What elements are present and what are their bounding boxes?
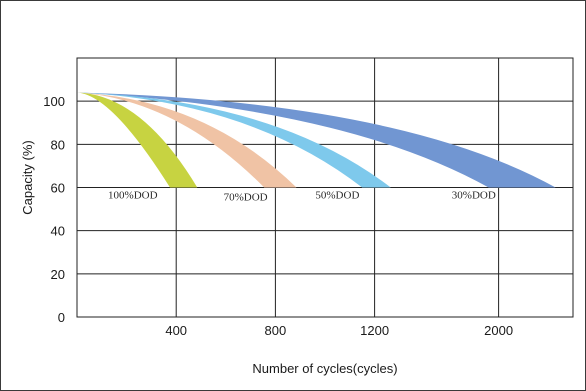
y-tick-label: 40 — [51, 224, 65, 239]
x-tick-label: 2000 — [484, 323, 513, 338]
band-30pct-dod — [77, 92, 556, 188]
band-label: 100%DOD — [108, 189, 158, 201]
x-tick-label: 800 — [265, 323, 287, 338]
x-axis-title: Number of cycles(cycles) — [252, 361, 397, 376]
y-tick-label: 100 — [43, 94, 65, 109]
band-100pct-dod — [77, 92, 198, 188]
y-tick-label: 80 — [51, 137, 65, 152]
y-tick-label: 20 — [51, 267, 65, 282]
band-70pct-dod — [77, 92, 297, 188]
band-label: 30%DOD — [452, 189, 496, 201]
y-tick-label: 60 — [51, 181, 65, 196]
y-axis-title: Capacity (%) — [20, 140, 35, 214]
band-label: 50%DOD — [315, 189, 359, 201]
y-tick-label: 0 — [58, 310, 65, 325]
band-label: 70%DOD — [224, 191, 268, 203]
x-tick-label: 400 — [165, 323, 187, 338]
band-50pct-dod — [77, 92, 391, 188]
x-tick-label: 1200 — [360, 323, 389, 338]
